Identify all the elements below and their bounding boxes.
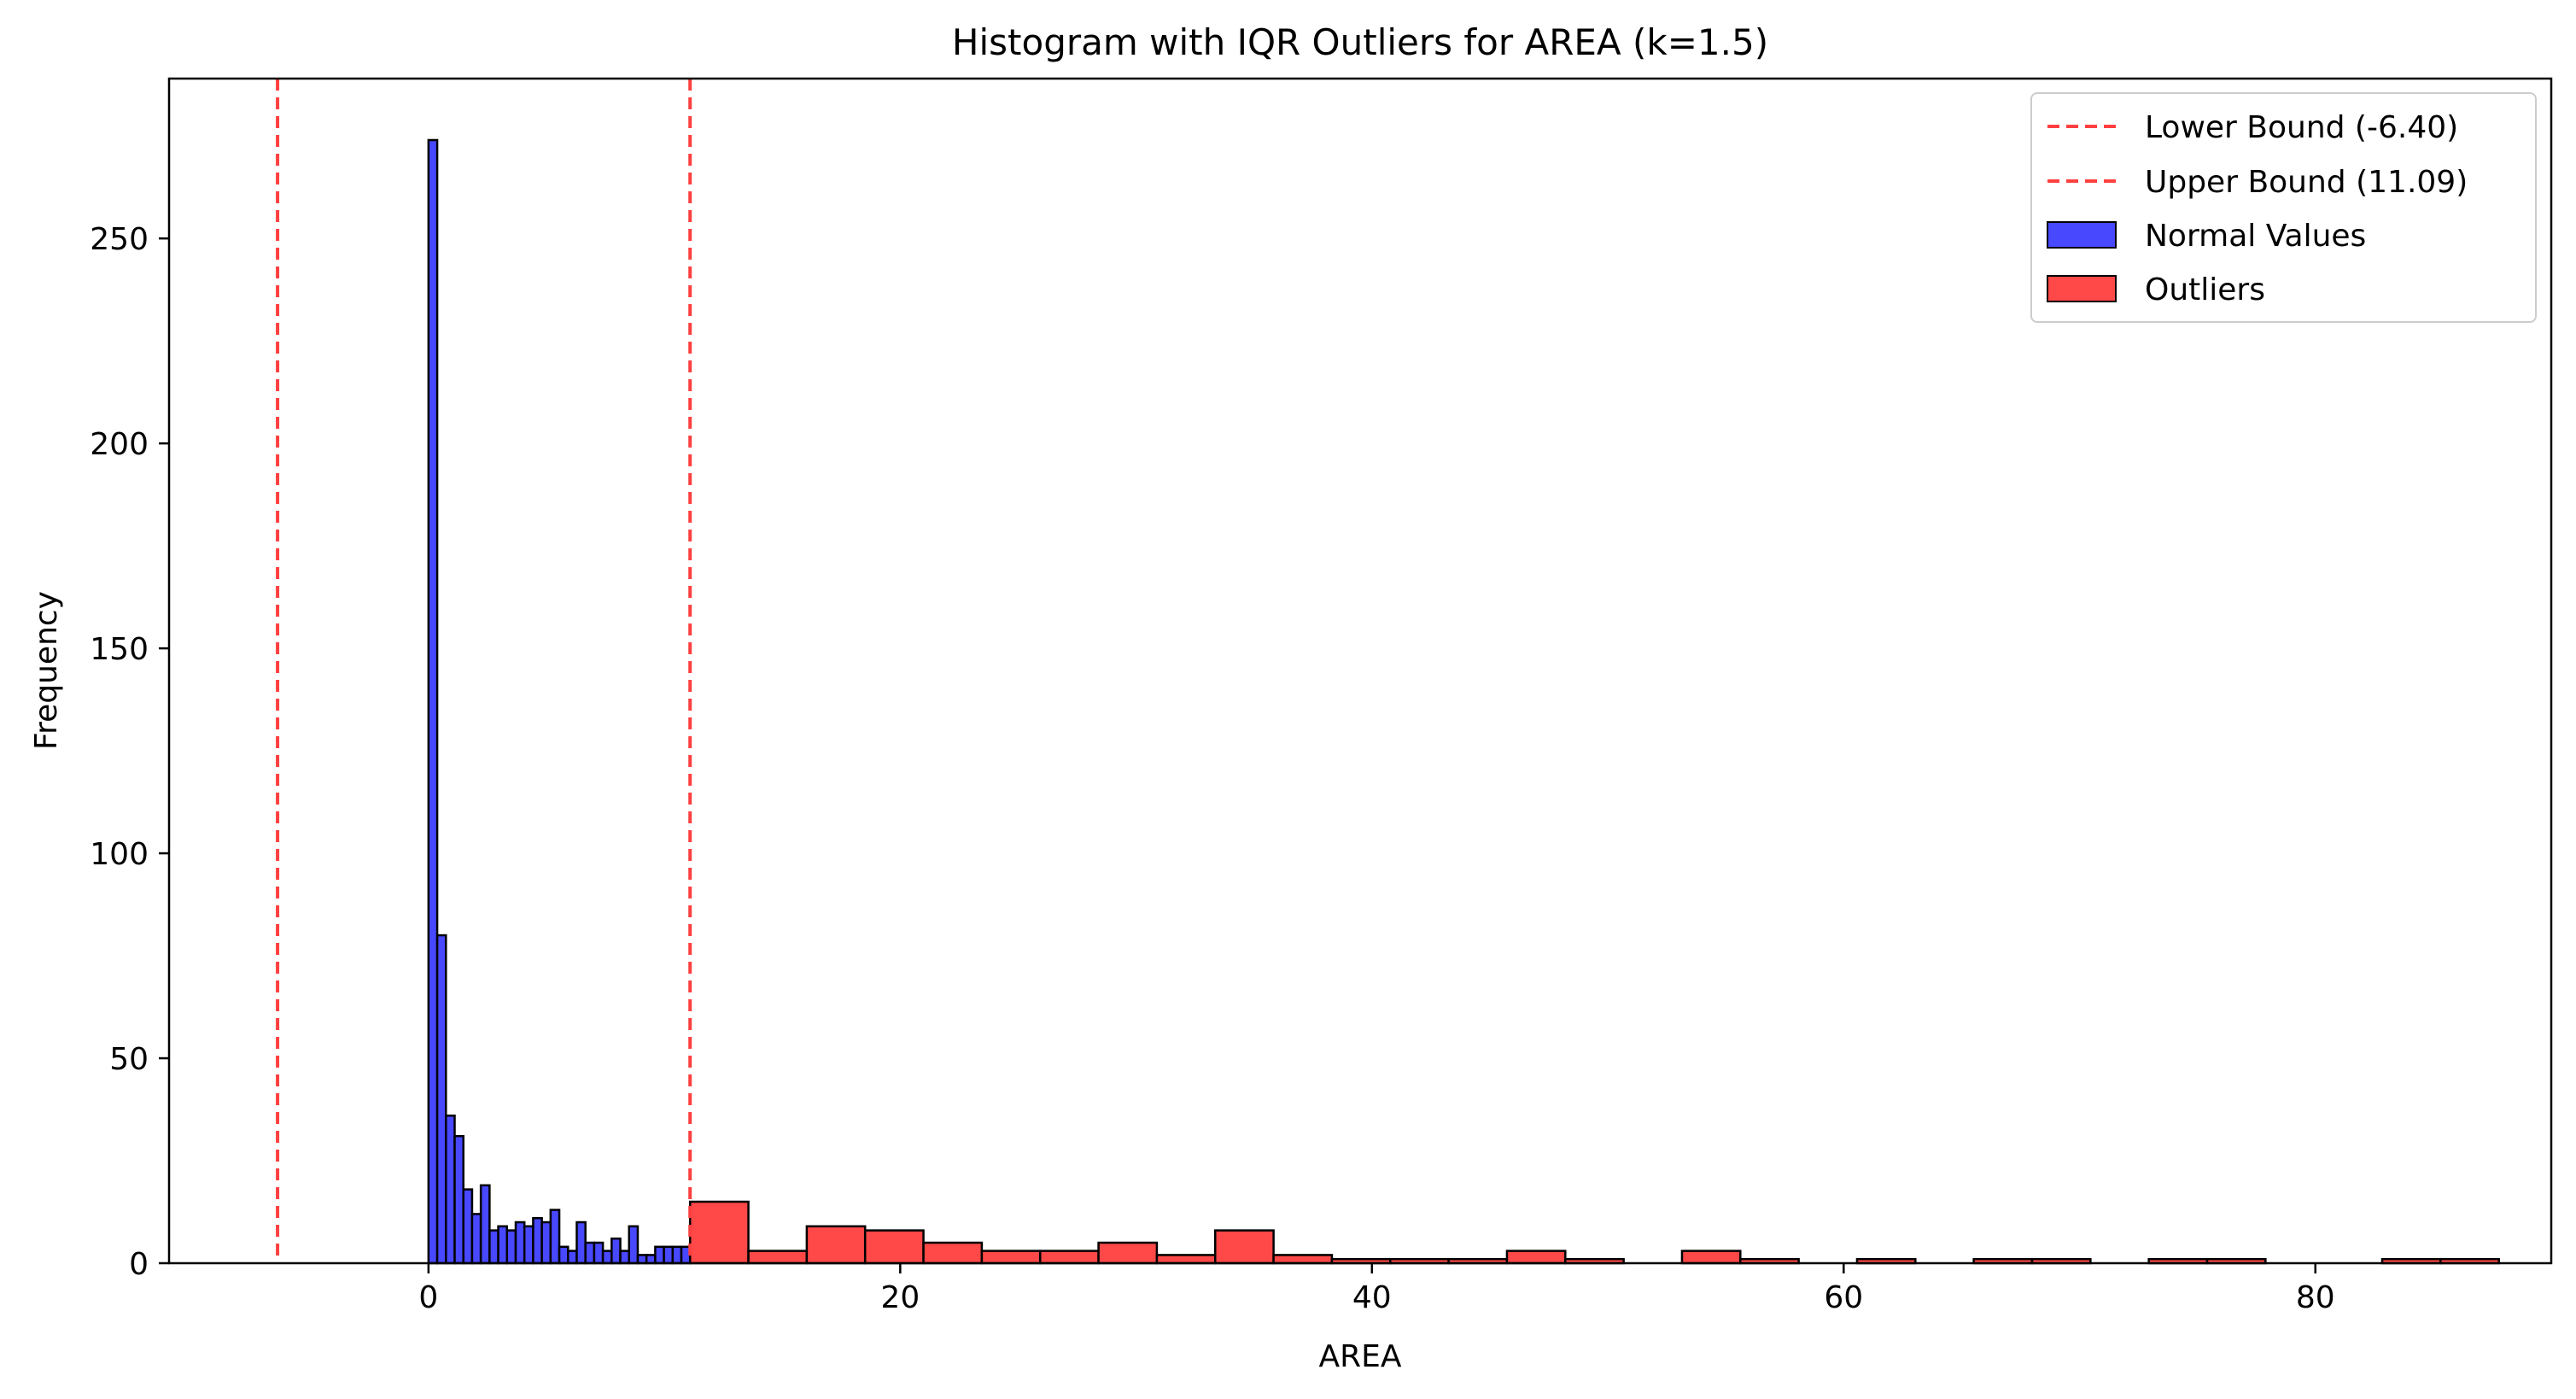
outliers-bar xyxy=(1214,1229,1275,1265)
y-tick-label: 250 xyxy=(90,222,149,257)
normal-values-bar xyxy=(488,1229,499,1265)
normal-values-bar xyxy=(636,1254,648,1265)
y-tick-label: 150 xyxy=(90,632,149,667)
legend-normal-values-swatch xyxy=(2047,221,2117,249)
normal-values-bar xyxy=(558,1245,570,1265)
x-tick-label: 20 xyxy=(880,1280,920,1315)
normal-values-bar xyxy=(584,1241,596,1265)
outliers-bar xyxy=(688,1200,750,1265)
y-tick-label: 200 xyxy=(90,427,149,462)
normal-values-bar xyxy=(445,1114,456,1265)
normal-values-bar xyxy=(628,1225,640,1265)
normal-values-bar xyxy=(540,1220,552,1265)
normal-values-bar xyxy=(619,1250,630,1265)
normal-values-bar xyxy=(479,1184,491,1265)
legend-normal-values-label: Normal Values xyxy=(2145,219,2366,254)
y-tick-label: 0 xyxy=(129,1247,149,1282)
normal-values-bar xyxy=(549,1209,561,1265)
legend-upper-bound-label: Upper Bound (11.09) xyxy=(2145,165,2468,200)
normal-values-bar xyxy=(427,138,439,1265)
outliers-bar xyxy=(1272,1254,1334,1265)
normal-values-bar xyxy=(505,1229,517,1265)
outliers-bar xyxy=(863,1229,925,1265)
normal-values-bar xyxy=(523,1225,534,1265)
outliers-bar xyxy=(1680,1250,1742,1265)
normal-values-bar xyxy=(671,1245,683,1265)
normal-values-bar xyxy=(453,1134,464,1265)
normal-values-bar xyxy=(462,1188,474,1265)
normal-values-bar xyxy=(593,1241,605,1265)
x-tick-label: 80 xyxy=(2296,1280,2335,1315)
legend: Lower Bound (-6.40) Upper Bound (11.09) … xyxy=(2030,92,2537,323)
normal-values-bar xyxy=(470,1213,482,1265)
legend-frame xyxy=(2030,92,2537,323)
x-axis-ticks: 0 20 40 60 80 xyxy=(418,1263,2335,1315)
x-tick-label: 40 xyxy=(1352,1280,1392,1315)
x-tick-label: 60 xyxy=(1824,1280,1863,1315)
outliers-bar xyxy=(1097,1241,1159,1265)
outliers-bar xyxy=(1038,1250,1100,1265)
outliers-bar xyxy=(747,1250,809,1265)
normal-values-bar xyxy=(514,1220,526,1265)
outliers-bar xyxy=(922,1241,984,1265)
plot-area-frame xyxy=(167,77,2553,1265)
y-tick-label: 100 xyxy=(90,837,149,872)
chart-title: Histogram with IQR Outliers for AREA (k=… xyxy=(952,21,1768,63)
x-tick-label: 0 xyxy=(418,1280,438,1315)
normal-values-bar xyxy=(654,1245,665,1265)
legend-outliers-label: Outliers xyxy=(2145,272,2265,307)
x-axis-label: AREA xyxy=(1318,1339,1401,1374)
y-axis-label: Frequency xyxy=(29,591,64,750)
reference-lines-layer xyxy=(276,79,692,1263)
normal-values-bar xyxy=(435,934,447,1265)
legend-outliers-swatch xyxy=(2047,275,2117,302)
y-axis-ticks: 0 50 100 150 200 250 xyxy=(90,222,169,1282)
outliers-bar xyxy=(1155,1254,1217,1265)
normal-values-bar xyxy=(610,1237,622,1265)
normal-values-bar xyxy=(575,1220,587,1265)
normal-values-bar xyxy=(567,1250,578,1265)
normal-values-bar xyxy=(532,1216,543,1265)
outliers-bar xyxy=(805,1225,867,1265)
normal-values-bar xyxy=(645,1254,657,1265)
y-tick-label: 50 xyxy=(109,1042,149,1077)
outliers-bar xyxy=(1505,1250,1567,1265)
legend-lower-bound-label: Lower Bound (-6.40) xyxy=(2145,110,2458,145)
normal-values-bar xyxy=(601,1250,613,1265)
normal-values-bar xyxy=(497,1225,509,1265)
normal-values-bar xyxy=(663,1245,675,1265)
outliers-bar xyxy=(980,1250,1042,1265)
